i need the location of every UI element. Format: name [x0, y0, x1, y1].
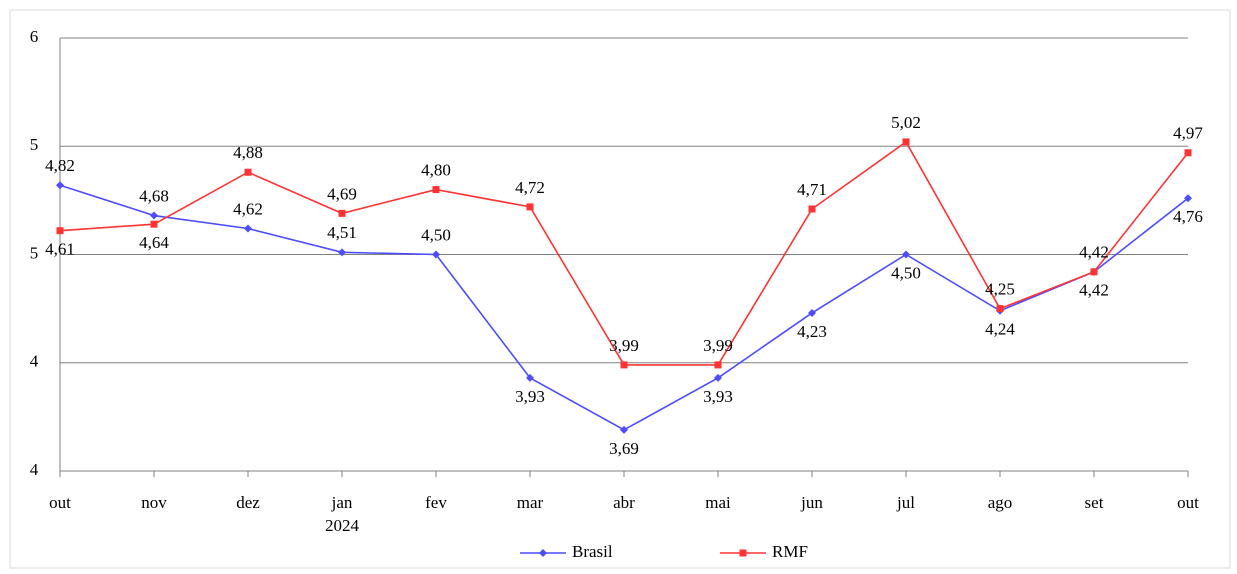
- y-tick-label: 4: [30, 352, 39, 371]
- value-label: 4,50: [421, 225, 451, 244]
- value-label: 3,99: [609, 336, 639, 355]
- value-label: 4,71: [797, 180, 827, 199]
- value-label: 4,51: [327, 223, 357, 242]
- point: [902, 138, 910, 146]
- legend-label: Brasil: [572, 542, 613, 561]
- value-label: 4,42: [1079, 243, 1109, 262]
- point: [56, 181, 64, 190]
- value-label: 3,99: [703, 336, 733, 355]
- point: [244, 168, 252, 176]
- x-tick-label: nov: [141, 493, 167, 512]
- x-tick-label: set: [1085, 493, 1104, 512]
- point: [714, 373, 722, 382]
- point: [432, 186, 440, 194]
- x-tick-label: fev: [425, 493, 447, 512]
- point: [338, 209, 346, 217]
- value-label: 4,97: [1173, 124, 1203, 143]
- point: [56, 227, 64, 235]
- point: [150, 211, 158, 220]
- point: [902, 250, 910, 259]
- point: [1184, 194, 1192, 203]
- x-tick-label: ago: [988, 493, 1013, 512]
- value-label: 4,24: [985, 320, 1015, 339]
- point: [620, 425, 628, 434]
- point: [338, 248, 346, 257]
- y-tick-label: 6: [30, 27, 39, 46]
- value-label: 4,62: [233, 199, 263, 218]
- value-label: 4,25: [985, 280, 1015, 299]
- value-label: 4,42: [1079, 281, 1109, 300]
- point: [808, 308, 816, 317]
- value-label: 4,23: [797, 322, 827, 341]
- point: [526, 373, 534, 382]
- x-tick-label: mar: [517, 493, 544, 512]
- value-label: 4,64: [139, 233, 169, 252]
- value-label: 3,93: [703, 387, 733, 406]
- point: [1184, 149, 1192, 157]
- point: [996, 305, 1004, 313]
- value-label: 4,82: [45, 156, 75, 175]
- point: [808, 205, 816, 213]
- point: [150, 220, 158, 228]
- x-tick-label: mai: [705, 493, 731, 512]
- point: [620, 361, 628, 369]
- x-tick-label: out: [1177, 493, 1199, 512]
- point: [432, 250, 440, 259]
- value-label: 5,02: [891, 113, 921, 132]
- chart-frame: [9, 9, 1231, 569]
- y-tick-label: 5: [30, 243, 39, 262]
- value-label: 4,50: [891, 263, 921, 282]
- x-tick-label: jul: [896, 493, 915, 512]
- x-tick-label: jan: [331, 493, 353, 512]
- point: [244, 224, 252, 233]
- point: [714, 361, 722, 369]
- legend-marker: [739, 549, 747, 557]
- point: [1090, 268, 1098, 276]
- x-tick-label: dez: [236, 493, 260, 512]
- legend-marker: [539, 549, 547, 557]
- x-tick-sublabel: 2024: [325, 516, 360, 535]
- point: [526, 203, 534, 211]
- y-tick-label: 5: [30, 135, 39, 154]
- value-label: 4,61: [45, 240, 75, 259]
- value-label: 3,69: [609, 439, 639, 458]
- value-label: 4,76: [1173, 207, 1203, 226]
- legend-label: RMF: [772, 542, 808, 561]
- x-tick-label: abr: [613, 493, 635, 512]
- value-label: 4,68: [139, 186, 169, 205]
- x-tick-label: out: [49, 493, 71, 512]
- value-label: 4,72: [515, 178, 545, 197]
- value-label: 3,93: [515, 387, 545, 406]
- value-label: 4,69: [327, 184, 357, 203]
- y-tick-label: 4: [30, 460, 39, 479]
- value-label: 4,80: [421, 160, 451, 179]
- value-label: 4,88: [233, 143, 263, 162]
- x-tick-label: jun: [800, 493, 823, 512]
